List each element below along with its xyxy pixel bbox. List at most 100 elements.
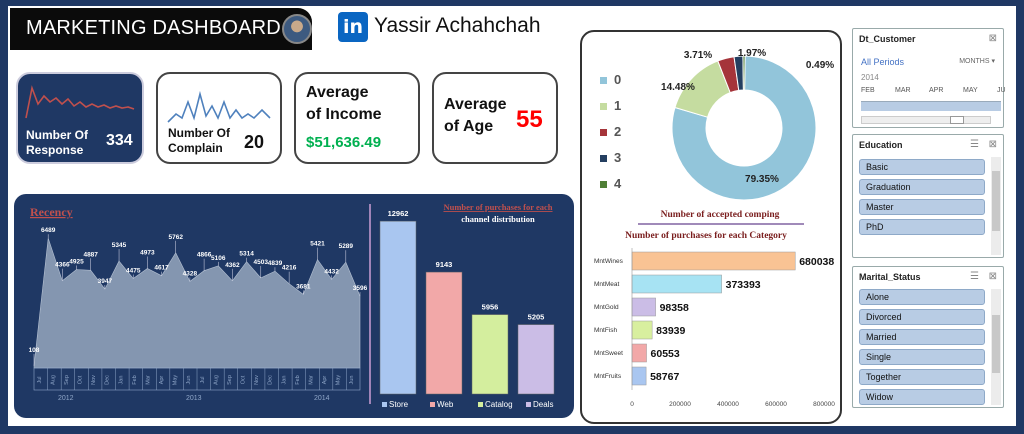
category-value-label: 60553 <box>651 348 680 360</box>
channel-value-label: 5205 <box>528 313 545 322</box>
donut-slice <box>742 55 746 91</box>
month-tick-label: Oct <box>241 375 247 384</box>
multi-select-icon[interactable]: ☰ <box>970 271 979 282</box>
category-label: MntMeat <box>594 281 619 288</box>
month-tick-label: Oct <box>78 375 84 384</box>
category-value-label: 98358 <box>660 302 689 314</box>
marital-slicer-title: Marital_Status <box>859 272 921 282</box>
month-tick-label: Dec <box>105 375 111 385</box>
date-month-mar[interactable]: MAR <box>895 87 911 94</box>
marital-item-widow[interactable]: Widow <box>859 389 985 405</box>
date-month-ju[interactable]: JU <box>997 87 1006 94</box>
kpi-age-label1: Average <box>444 96 507 113</box>
donut-legend-swatch <box>600 155 607 162</box>
month-tick-label: Jan <box>118 376 124 385</box>
channel-value-label: 9143 <box>436 260 453 269</box>
marital-item-alone[interactable]: Alone <box>859 289 985 305</box>
date-month-feb[interactable]: FEB <box>861 87 875 94</box>
channel-bar <box>425 271 463 395</box>
category-label: MntSweet <box>594 350 623 357</box>
donut-legend-swatch <box>600 103 607 110</box>
recency-data-label: 4503 <box>254 259 269 266</box>
marital-scrollbar[interactable] <box>991 289 1001 405</box>
channel-legend-label: Store <box>389 400 409 409</box>
timeline-scrollbar[interactable] <box>861 116 991 124</box>
clear-filter-icon[interactable]: ⊠ <box>988 33 997 44</box>
education-scrollbar[interactable] <box>991 157 1001 255</box>
date-month-may[interactable]: MAY <box>963 87 978 94</box>
education-slicer: Education ☰ ⊠ Basic Graduation Master PhD <box>852 134 1004 258</box>
month-tick-label: Mar <box>145 375 151 385</box>
education-item-graduation[interactable]: Graduation <box>859 179 985 195</box>
month-tick-label: Jun <box>186 376 192 385</box>
year-2012: 2012 <box>58 395 74 402</box>
recency-data-label: 4925 <box>69 259 84 266</box>
month-tick-label: Aug <box>50 375 56 385</box>
channel-divider <box>369 204 371 404</box>
scroll-thumb[interactable] <box>992 171 1000 231</box>
marital-item-single[interactable]: Single <box>859 349 985 365</box>
education-item-master[interactable]: Master <box>859 199 985 215</box>
recency-data-label: 4887 <box>83 251 98 258</box>
clear-filter-icon[interactable]: ⊠ <box>988 139 997 150</box>
category-label: MntFruits <box>594 373 622 380</box>
kpi-complain-label1: Number Of <box>168 126 231 140</box>
category-tick-label: 800000 <box>813 401 835 408</box>
date-unit-dropdown[interactable]: MONTHS ▾ <box>959 57 995 65</box>
dashboard-title-bar: MARKETING DASHBOARD <box>10 8 312 50</box>
month-tick-label: Feb <box>132 375 138 384</box>
linkedin-icon: in <box>338 12 368 42</box>
scroll-thumb[interactable] <box>992 315 1000 373</box>
channel-legend-label: Deals <box>533 400 553 409</box>
channel-legend-label: Web <box>437 400 454 409</box>
kpi-response-label2: Response <box>26 143 84 157</box>
month-tick-label: Nov <box>91 375 97 385</box>
date-timeline-bar[interactable] <box>861 101 1001 111</box>
recency-data-label: 4328 <box>183 270 198 277</box>
recency-data-label: 4839 <box>268 260 283 267</box>
clear-filter-icon[interactable]: ⊠ <box>988 271 997 282</box>
month-tick-label: Nov <box>254 375 260 385</box>
channel-value-label: 12962 <box>388 209 409 218</box>
marital-item-together[interactable]: Together <box>859 369 985 385</box>
category-bar <box>631 366 647 386</box>
multi-select-icon[interactable]: ☰ <box>970 139 979 150</box>
month-tick-label: May <box>173 375 179 386</box>
kpi-income-card: Average of Income $51,636.49 <box>294 72 420 164</box>
date-month-apr[interactable]: APR <box>929 87 944 94</box>
category-value-label: 83939 <box>656 325 685 337</box>
date-slicer-title: Dt_Customer <box>859 34 916 44</box>
timeline-scroll-thumb[interactable] <box>950 116 964 124</box>
channel-chart: Number of purchases for each channel dis… <box>379 202 555 409</box>
avatar <box>282 14 312 44</box>
channel-bar <box>379 220 417 395</box>
accepted-campaign-chart: 0 1 2 3 4 79.35% 14.48% 3.71% 1.97% 0.49% Number… <box>600 48 834 225</box>
kpi-response-label1: Number Of <box>26 128 89 142</box>
recency-data-label: 4366 <box>55 262 70 269</box>
category-bar <box>631 297 656 317</box>
recency-data-label: 4216 <box>282 265 297 272</box>
month-tick-label: Apr <box>159 376 165 385</box>
kpi-complain-card: Number Of Complain 20 <box>156 72 282 164</box>
education-item-basic[interactable]: Basic <box>859 159 985 175</box>
channel-bar <box>517 324 555 395</box>
category-value-label: 680038 <box>799 256 834 268</box>
recency-area <box>33 238 361 369</box>
kpi-complain-label2: Complain <box>168 141 223 155</box>
marital-item-divorced[interactable]: Divorced <box>859 309 985 325</box>
kpi-age-label2: of Age <box>444 118 494 135</box>
donut-legend-swatch <box>600 129 607 136</box>
education-item-phd[interactable]: PhD <box>859 219 985 235</box>
donut-value-label: 79.35% <box>745 174 779 185</box>
dashboard-title: MARKETING DASHBOARD <box>26 17 281 39</box>
slicer-column: Dt_Customer ⊠ All Periods MONTHS ▾ 2014 … <box>852 24 1012 424</box>
recency-data-label: 5762 <box>169 234 184 241</box>
date-slicer: Dt_Customer ⊠ All Periods MONTHS ▾ 2014 … <box>852 28 1006 128</box>
channel-legend-swatch <box>526 402 531 407</box>
category-bar <box>631 274 722 294</box>
marital-item-married[interactable]: Married <box>859 329 985 345</box>
month-tick-label: Dec <box>268 375 274 385</box>
date-period-label[interactable]: All Periods <box>861 57 905 67</box>
kpi-income-value: $51,636.49 <box>306 134 382 151</box>
category-bar <box>631 251 796 271</box>
